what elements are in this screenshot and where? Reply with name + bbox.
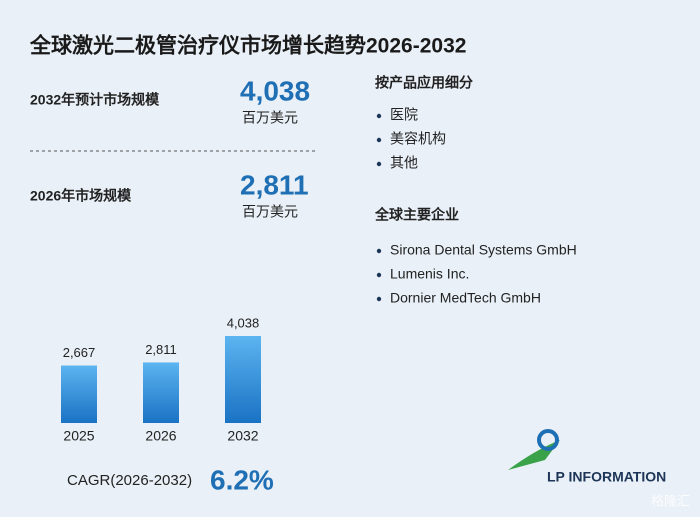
- title: 全球激光二极管治疗仪市场增长趋势2026-2032: [29, 34, 466, 58]
- list-item: Lumenis Inc.: [390, 266, 469, 282]
- bullet: [376, 296, 382, 302]
- stat-value: 2,811: [240, 169, 309, 200]
- value-label: 2,667: [63, 345, 96, 360]
- section-heading: 全球主要企业: [374, 207, 459, 223]
- logo: LP INFORMATION: [508, 429, 666, 485]
- logo-text: LP INFORMATION: [547, 469, 666, 485]
- watermark: 格隆汇: [651, 493, 690, 508]
- list-item: 其他: [390, 155, 418, 171]
- x-tick-label: 2026: [145, 428, 176, 444]
- logo-swoosh: [508, 440, 560, 470]
- list-item: Dornier MedTech GmbH: [390, 290, 541, 306]
- bullet: [376, 272, 382, 278]
- bullet: [376, 161, 382, 167]
- value-label: 2,811: [145, 342, 177, 357]
- x-tick-label: 2025: [63, 428, 94, 444]
- bullet: [376, 113, 382, 119]
- bullet: [376, 248, 382, 254]
- list-item: 美容机构: [390, 131, 446, 147]
- value-label: 4,038: [227, 315, 260, 330]
- stat-unit: 百万美元: [242, 204, 298, 220]
- bar: [225, 336, 261, 423]
- stat-label: 2032年预计市场规模: [30, 92, 160, 108]
- x-tick-label: 2032: [227, 428, 258, 444]
- bar: [143, 362, 179, 423]
- stat-unit: 百万美元: [242, 110, 298, 126]
- stat-value: 4,038: [240, 75, 310, 106]
- bullet: [376, 137, 382, 143]
- section-heading: 按产品应用细分: [375, 75, 473, 91]
- list-item: 医院: [390, 107, 418, 123]
- logo-ring: [537, 429, 559, 451]
- list-item: Sirona Dental Systems GmbH: [390, 242, 577, 258]
- cagr-value: 6.2%: [210, 464, 274, 495]
- cagr-label: CAGR(2026-2032): [67, 472, 192, 489]
- stat-label: 2026年市场规模: [30, 188, 132, 204]
- bar: [61, 365, 97, 423]
